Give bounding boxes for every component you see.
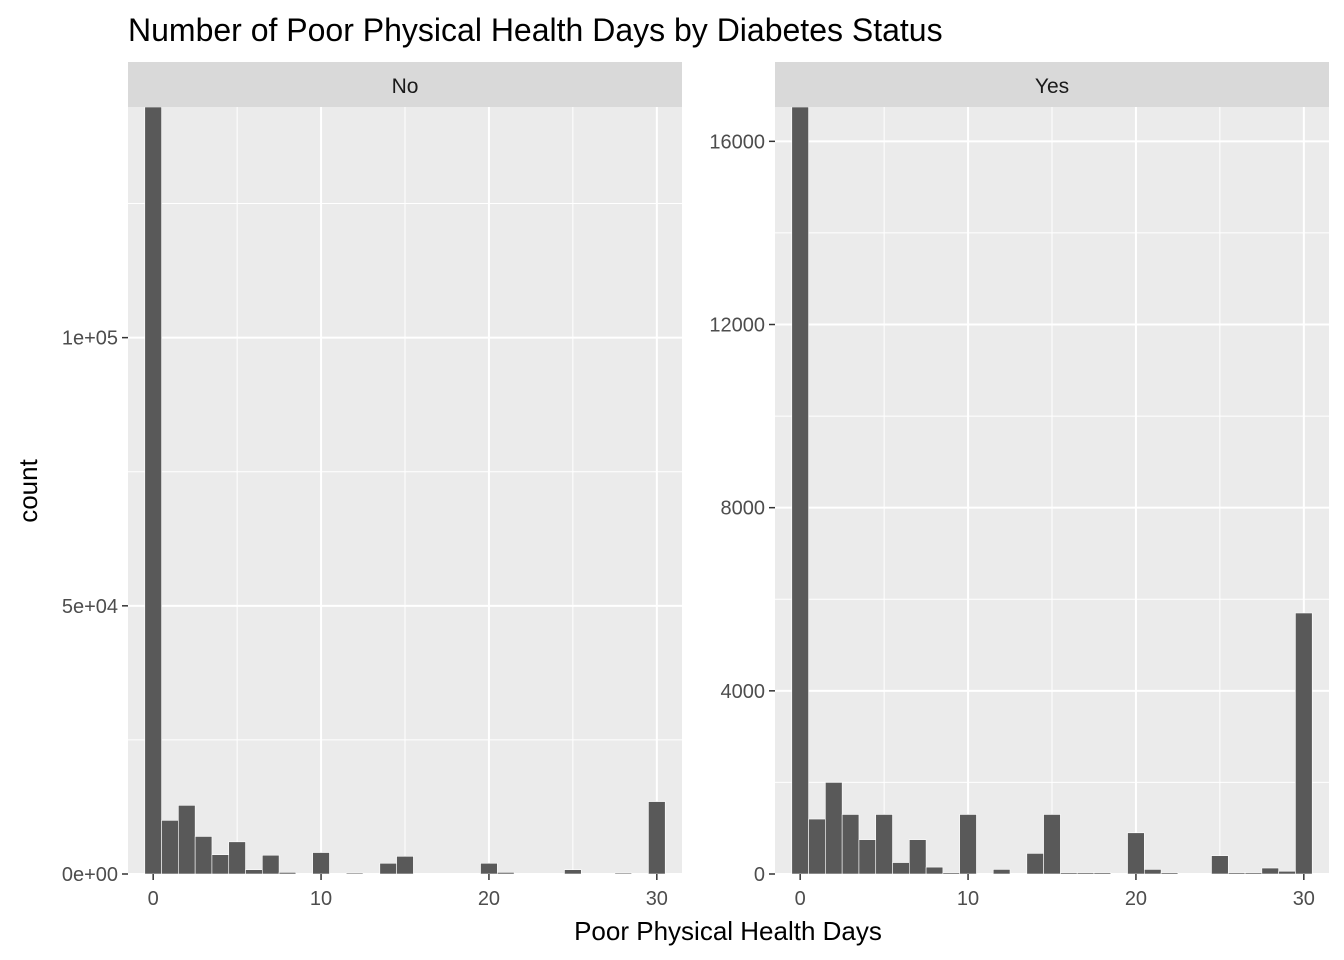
facet-strip bbox=[128, 62, 682, 107]
histogram-bar bbox=[1278, 870, 1296, 875]
histogram-bar bbox=[858, 839, 877, 875]
facets-layer: No 0e+00 5e+04 1e+05 0 10 20 30 Yes 0 4000 8000 1200… bbox=[62, 62, 1329, 910]
histogram-bar bbox=[228, 841, 246, 875]
histogram-bar bbox=[825, 782, 843, 875]
histogram-bar bbox=[808, 818, 826, 875]
histogram-bar bbox=[245, 869, 263, 875]
y-tick-label: 5e+04 bbox=[62, 596, 118, 618]
chart-title: Number of Poor Physical Health Days by D… bbox=[128, 12, 943, 48]
histogram-bar bbox=[1244, 872, 1263, 875]
histogram-bar bbox=[614, 872, 632, 875]
histogram-bar bbox=[791, 106, 809, 875]
x-tick-label: 10 bbox=[310, 888, 332, 910]
histogram-bar bbox=[1295, 612, 1313, 875]
histogram-bar bbox=[1261, 867, 1279, 875]
histogram-bar bbox=[161, 820, 179, 875]
facet-strip-label: No bbox=[392, 75, 419, 98]
y-tick-label: 0e+00 bbox=[62, 864, 118, 886]
y-tick-label: 0 bbox=[754, 864, 765, 886]
histogram-bar bbox=[909, 839, 927, 875]
histogram-bar bbox=[992, 869, 1011, 875]
histogram-bar bbox=[379, 862, 397, 875]
x-tick-label: 30 bbox=[1293, 888, 1315, 910]
facet-panel-no: No 0e+00 5e+04 1e+05 0 10 20 30 bbox=[62, 62, 682, 910]
histogram-bar bbox=[841, 814, 860, 875]
histogram-bar bbox=[942, 872, 960, 875]
histogram-bar bbox=[1211, 855, 1229, 875]
histogram-bar bbox=[959, 814, 977, 875]
histogram-bar bbox=[1227, 872, 1246, 875]
x-tick-label: 0 bbox=[795, 888, 806, 910]
histogram-bar bbox=[892, 862, 910, 875]
histogram-bar bbox=[1026, 853, 1044, 875]
facet-panel-yes: Yes 0 4000 8000 12000 16000 0 10 20 30 bbox=[709, 62, 1329, 910]
histogram-bar bbox=[1093, 872, 1112, 875]
x-axis-title: Poor Physical Health Days bbox=[574, 916, 882, 946]
histogram-bar bbox=[1043, 814, 1061, 875]
histogram-bar bbox=[312, 852, 330, 875]
y-tick-label: 4000 bbox=[721, 681, 766, 703]
histogram-bar bbox=[925, 866, 944, 875]
x-tick-label: 0 bbox=[148, 888, 159, 910]
histogram-bar bbox=[278, 872, 297, 875]
histogram-bar bbox=[194, 836, 213, 875]
histogram-bar bbox=[262, 854, 280, 875]
histogram-bar bbox=[1127, 832, 1145, 875]
histogram-bar bbox=[1160, 872, 1179, 875]
x-tick-label: 30 bbox=[646, 888, 668, 910]
histogram-bar bbox=[648, 801, 666, 875]
histogram-bar bbox=[396, 855, 414, 875]
x-tick-label: 10 bbox=[957, 888, 979, 910]
x-tick-label: 20 bbox=[1125, 888, 1147, 910]
histogram-bar bbox=[564, 869, 582, 875]
y-axis-title: count bbox=[13, 458, 43, 522]
histogram-bar bbox=[480, 862, 498, 875]
histogram-bar bbox=[875, 814, 893, 875]
histogram-bar bbox=[1060, 872, 1078, 875]
histogram-bar bbox=[178, 805, 196, 875]
histogram-bar bbox=[1144, 869, 1162, 875]
y-tick-label: 12000 bbox=[709, 315, 765, 337]
histogram-bar bbox=[211, 854, 230, 875]
histogram-bar bbox=[1076, 872, 1095, 875]
histogram-bar bbox=[345, 872, 364, 875]
facet-strip-label: Yes bbox=[1035, 75, 1069, 98]
facet-strip bbox=[775, 62, 1329, 107]
x-tick-label: 20 bbox=[478, 888, 500, 910]
y-tick-label: 1e+05 bbox=[62, 328, 118, 350]
y-tick-label: 16000 bbox=[709, 131, 765, 153]
y-tick-label: 8000 bbox=[721, 498, 766, 520]
histogram-bar bbox=[497, 872, 515, 875]
histogram-bar bbox=[144, 106, 162, 875]
